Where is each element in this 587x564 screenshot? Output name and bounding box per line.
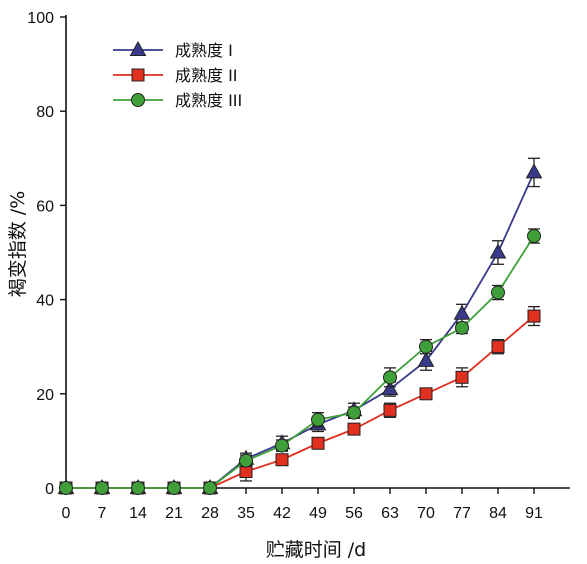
legend-marker [131, 68, 145, 82]
y-tick-label: 20 [36, 387, 54, 404]
y-tick-label: 40 [36, 293, 54, 310]
data-point [455, 320, 469, 335]
data-point [95, 481, 109, 495]
data-point [59, 481, 73, 495]
legend-marker [129, 40, 147, 56]
legend-entry-1: 成熟度 I [113, 40, 233, 60]
x-tick-label: 70 [417, 505, 435, 522]
data-point [167, 481, 181, 495]
x-tick-label: 14 [129, 505, 147, 522]
x-tick-label: 0 [62, 505, 71, 522]
data-point [239, 453, 253, 468]
data-point [383, 370, 397, 385]
y-tick-label: 80 [36, 104, 54, 121]
series-line [66, 235, 535, 489]
data-point [275, 438, 289, 453]
data-point [489, 243, 507, 259]
data-point [203, 481, 217, 495]
x-tick-label: 42 [273, 505, 291, 522]
x-tick-label: 7 [98, 505, 107, 522]
data-point [417, 351, 435, 367]
data-point [131, 481, 145, 495]
series-line [66, 315, 535, 489]
x-tick-label: 49 [309, 505, 327, 522]
legend-marker [131, 93, 145, 107]
data-point [347, 405, 361, 420]
legend-label: 成熟度 II [175, 66, 238, 85]
x-tick-label: 21 [165, 505, 183, 522]
x-tick-label: 28 [201, 505, 219, 522]
data-point [491, 285, 505, 300]
data-point [275, 453, 289, 467]
data-point [527, 309, 541, 323]
x-tick-label: 63 [381, 505, 399, 522]
data-point [525, 163, 543, 179]
data-point [311, 412, 325, 427]
x-tick-label: 91 [525, 505, 543, 522]
y-tick-label: 100 [27, 10, 54, 27]
legend: 成熟度 I 成熟度 II 成熟度 III [113, 40, 242, 110]
data-point [383, 403, 397, 417]
legend-label: 成熟度 I [175, 41, 233, 60]
x-tick-label: 35 [237, 505, 255, 522]
x-tick-label: 77 [453, 505, 471, 522]
y-tick-label: 0 [45, 481, 54, 498]
series-layer [57, 157, 543, 495]
data-point [419, 339, 433, 354]
data-point [491, 340, 505, 354]
data-point [455, 370, 469, 384]
data-point [419, 387, 433, 401]
data-point [527, 229, 541, 244]
data-point [311, 436, 325, 450]
x-axis-title: 贮藏时间 /d [266, 539, 367, 561]
series-3 [59, 228, 541, 495]
x-tick-label: 56 [345, 505, 363, 522]
axes: 0 20 40 60 80 100 0 7 14 21 28 35 42 49 56 63 70 77 84 91 [27, 10, 570, 522]
legend-label: 成熟度 III [175, 91, 242, 110]
data-point [453, 304, 471, 320]
legend-entry-3: 成熟度 III [113, 91, 242, 110]
y-tick-label: 60 [36, 198, 54, 215]
series-2 [59, 306, 541, 495]
x-tick-label: 84 [489, 505, 507, 522]
legend-entry-2: 成熟度 II [113, 66, 238, 85]
data-point [381, 380, 399, 396]
series-1 [57, 157, 543, 494]
data-point [347, 422, 361, 436]
y-axis-title: 褐变指数 /% [7, 191, 29, 298]
